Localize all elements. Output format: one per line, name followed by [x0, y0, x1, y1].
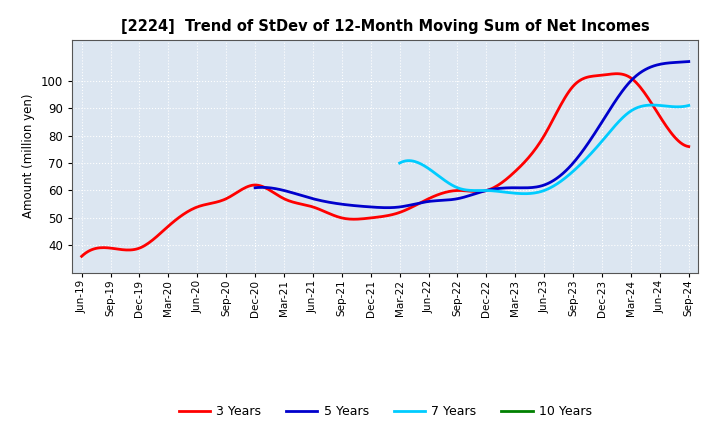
Y-axis label: Amount (million yen): Amount (million yen): [22, 94, 35, 218]
Title: [2224]  Trend of StDev of 12-Month Moving Sum of Net Incomes: [2224] Trend of StDev of 12-Month Moving…: [121, 19, 649, 34]
Legend: 3 Years, 5 Years, 7 Years, 10 Years: 3 Years, 5 Years, 7 Years, 10 Years: [174, 400, 597, 423]
